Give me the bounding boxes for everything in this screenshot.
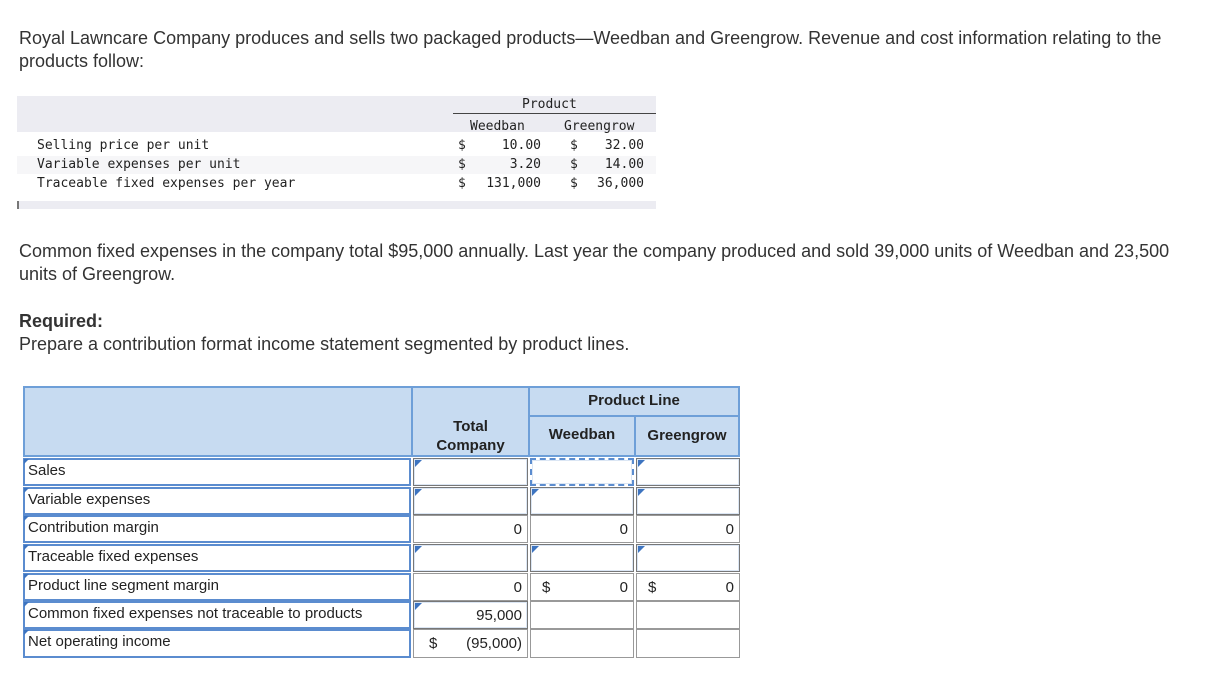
header-product-line (530, 388, 738, 415)
noi-total-value: (95,000) (466, 635, 522, 652)
greengrow-selling-price: 32.00 (604, 138, 644, 153)
sm-greengrow-value: 0 (725, 579, 734, 596)
header-band (17, 96, 656, 113)
cm-greengrow-cell: 0 (636, 515, 740, 543)
row-label-selling-price: Selling price per unit (37, 138, 210, 153)
cm-weedban-value: 0 (619, 521, 628, 538)
row-label-sales: Sales (23, 458, 411, 486)
greengrow-label: Greengrow (647, 427, 727, 444)
common-fixed-value: 95,000 (476, 607, 522, 624)
product-underline (453, 113, 656, 114)
row-label-common-fixed: Common fixed expenses not traceable to p… (23, 601, 411, 629)
header-weedban (530, 417, 634, 455)
currency: $ (570, 157, 578, 172)
cm-greengrow-value: 0 (725, 521, 734, 538)
header-greengrow (636, 417, 738, 455)
total-company-label: Total Company (436, 418, 505, 454)
header-blank (25, 388, 411, 455)
header-band-2 (17, 113, 656, 132)
currency: $ (570, 138, 578, 153)
product-header: Product (522, 97, 577, 112)
currency: $ (648, 579, 657, 596)
weedban-label: Weedban (548, 426, 616, 443)
row-label-variable-expenses: Variable expenses (23, 487, 411, 515)
row-label-traceable-fixed: Traceable fixed expenses per year (37, 176, 296, 191)
sm-total-value: 0 (513, 579, 522, 596)
sm-weedban-cell: $0 (530, 573, 634, 601)
row-label-variable-expenses: Variable expenses per unit (37, 157, 241, 172)
col-weedban: Weedban (470, 119, 525, 134)
income-statement-grid: Product Line Total Company Weedban Greeng… (23, 386, 740, 659)
row-label-net-operating-income: Net operating income (23, 629, 411, 658)
traceable-weedban-input[interactable] (530, 544, 634, 572)
common-fixed-paragraph: Common fixed expenses in the company tot… (19, 241, 1170, 284)
greengrow-traceable-fixed: 36,000 (597, 176, 644, 191)
intro-paragraph: Royal Lawncare Company produces and sell… (19, 28, 1162, 71)
noi-total-cell: $ (95,000) (413, 629, 528, 658)
row-shade (17, 156, 656, 174)
variable-weedban-input[interactable] (530, 487, 634, 515)
currency: $ (542, 579, 551, 596)
weedban-traceable-fixed: 131,000 (486, 176, 541, 191)
variable-total-input[interactable] (413, 487, 528, 515)
sales-greengrow-input[interactable] (636, 458, 740, 486)
row-label-segment-margin: Product line segment margin (23, 573, 411, 601)
greengrow-variable-expenses: 14.00 (604, 157, 644, 172)
row-label-traceable-fixed: Traceable fixed expenses (23, 544, 411, 572)
product-info-table: Product Weedban Greengrow Selling price … (17, 96, 656, 210)
product-line-label: Product Line (588, 392, 680, 409)
sm-weedban-value: 0 (619, 579, 628, 596)
required-text: Prepare a contribution format income sta… (19, 334, 630, 354)
table-bottom-bar (17, 201, 656, 209)
sales-total-input[interactable] (413, 458, 528, 486)
sm-greengrow-cell: $0 (636, 573, 740, 601)
col-greengrow: Greengrow (564, 119, 635, 134)
noi-greengrow-cell (636, 629, 740, 658)
traceable-greengrow-input[interactable] (636, 544, 740, 572)
currency: $ (458, 176, 466, 191)
row-label-contribution-margin: Contribution margin (23, 515, 411, 543)
sales-weedban-input[interactable] (530, 458, 634, 486)
weedban-selling-price: 10.00 (501, 138, 541, 153)
common-fixed-total-input[interactable]: 95,000 (413, 601, 528, 629)
header-total (413, 388, 528, 455)
noi-weedban-cell (530, 629, 634, 658)
currency: $ (570, 176, 578, 191)
variable-greengrow-input[interactable] (636, 487, 740, 515)
cm-total-cell: 0 (413, 515, 528, 543)
cm-total-value: 0 (513, 521, 522, 538)
sm-total-cell: 0 (413, 573, 528, 601)
currency: $ (458, 157, 466, 172)
currency: $ (429, 635, 438, 652)
currency: $ (458, 138, 466, 153)
weedban-variable-expenses: 3.20 (509, 157, 541, 172)
required-title: Required: (19, 311, 104, 331)
cm-weedban-cell: 0 (530, 515, 634, 543)
common-fixed-greengrow-cell (636, 601, 740, 629)
traceable-total-input[interactable] (413, 544, 528, 572)
common-fixed-weedban-cell (530, 601, 634, 629)
